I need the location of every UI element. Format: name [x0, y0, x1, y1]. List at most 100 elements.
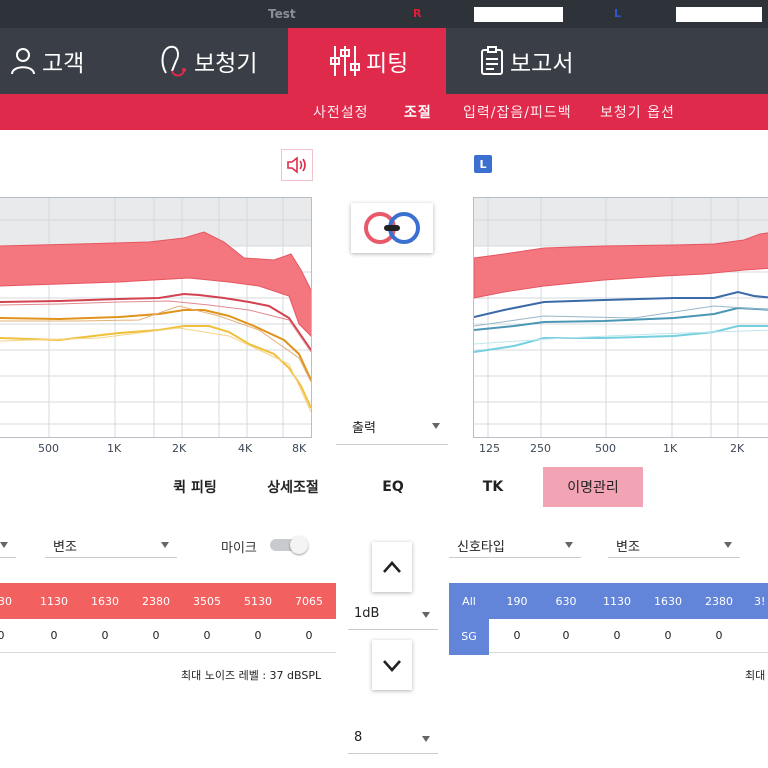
right-freq-cell: 2380 — [142, 595, 170, 608]
right-freq-header: 30 1130 1630 2380 3505 5130 7065 — [0, 583, 336, 619]
increase-button[interactable] — [372, 542, 412, 592]
channel-select-value: 8 — [354, 730, 363, 745]
left-value-row: SG 0 0 0 0 0 — [449, 619, 768, 655]
left-value-cell[interactable]: 0 — [562, 629, 570, 642]
left-ear-badge: L — [474, 155, 492, 173]
left-device-field — [676, 7, 762, 22]
chevron-down-icon — [432, 423, 440, 429]
right-device-field — [474, 7, 563, 22]
top-status-bar: Test R L — [0, 0, 768, 28]
left-ear-gain-chart — [473, 197, 768, 438]
right-value-cell[interactable]: 0 — [254, 629, 262, 642]
left-value-cell[interactable]: 0 — [715, 629, 723, 642]
subnav-adjust[interactable]: 조절 — [404, 105, 432, 121]
left-value-cell[interactable]: 0 — [513, 629, 521, 642]
right-freq-cell: 3505 — [193, 595, 221, 608]
nav-client[interactable]: 고객 — [10, 28, 110, 94]
left-freq-header: All 190 630 1130 1630 2380 3! — [449, 583, 768, 619]
tab-eq[interactable]: EQ — [382, 479, 404, 495]
subnav-hearing-aid-options[interactable]: 보청기 옵션 — [600, 105, 675, 121]
left-freq-cell: 630 — [555, 595, 577, 608]
left-modulation-select[interactable]: 변조 — [608, 536, 740, 558]
tab-quick-fitting[interactable]: 퀵 피팅 — [173, 480, 217, 496]
speaker-button[interactable] — [281, 149, 313, 181]
right-tick-500: 500 — [38, 442, 59, 455]
chevron-down-icon — [724, 542, 732, 548]
right-max-noise-level: 최대 노이즈 레벨 : 37 dBSPL — [181, 669, 322, 682]
right-value-row: 0 0 0 0 0 0 0 — [0, 619, 336, 653]
right-ear-label: R — [413, 7, 422, 20]
right-freq-cell: 7065 — [295, 595, 323, 608]
chevron-down-icon — [0, 542, 8, 548]
right-freq-cell: 30 — [0, 595, 12, 608]
tab-tinnitus[interactable]: 이명관리 — [543, 467, 643, 507]
left-freq-cell: 3! — [754, 595, 766, 608]
decrease-button[interactable] — [372, 640, 412, 690]
chevron-down-icon — [422, 736, 430, 742]
nav-report[interactable]: 보고서 — [480, 28, 600, 94]
main-navigation: 고객 보청기 피팅 — [0, 28, 768, 94]
right-value-cell[interactable]: 0 — [101, 629, 109, 642]
sliders-icon — [330, 46, 360, 76]
nav-fitting-label: 피팅 — [366, 51, 409, 77]
sub-navigation: 사전설정 조절 입력/잡음/피드백 보청기 옵션 — [0, 94, 768, 130]
chevron-down-icon — [383, 660, 401, 672]
mic-label: 마이크 — [221, 541, 257, 556]
subnav-input-noise-feedback[interactable]: 입력/잡음/피드백 — [463, 105, 572, 121]
right-freq-cell: 1130 — [40, 595, 68, 608]
left-freq-cell: 1630 — [654, 595, 682, 608]
left-freq-cell: 2380 — [705, 595, 733, 608]
report-icon — [481, 46, 503, 75]
right-tick-1k: 1K — [107, 442, 122, 455]
right-ear-gain-chart — [0, 197, 312, 438]
person-icon — [11, 48, 35, 75]
link-icon — [364, 212, 420, 244]
left-signal-type-value: 신호타입 — [457, 540, 505, 555]
left-signal-type-select[interactable]: 신호타입 — [449, 536, 581, 558]
nav-client-label: 고객 — [42, 51, 85, 77]
left-freq-cell: 1130 — [603, 595, 631, 608]
left-all-button[interactable]: All — [462, 595, 476, 608]
left-freq-cell: 190 — [506, 595, 528, 608]
nav-hearing-aid-label: 보청기 — [194, 51, 258, 77]
link-ears-button[interactable] — [351, 203, 433, 253]
subnav-preset[interactable]: 사전설정 — [313, 105, 369, 121]
speaker-icon — [287, 156, 306, 174]
step-select[interactable]: 1dB — [348, 606, 438, 630]
right-value-cell[interactable]: 0 — [203, 629, 211, 642]
right-tick-2k: 2K — [172, 442, 187, 455]
left-value-cell[interactable]: 0 — [664, 629, 672, 642]
mic-toggle[interactable] — [270, 536, 310, 554]
right-tick-8k: 8K — [292, 442, 307, 455]
left-tick-500: 500 — [595, 442, 616, 455]
left-modulation-value: 변조 — [616, 540, 640, 555]
chevron-down-icon — [161, 542, 169, 548]
chevron-up-icon — [383, 561, 401, 573]
tab-tk[interactable]: TK — [482, 479, 504, 495]
right-value-cell[interactable]: 0 — [0, 629, 5, 642]
right-modulation-select[interactable]: 변조 — [45, 536, 177, 558]
left-tick-250: 250 — [530, 442, 551, 455]
mic-toggle-knob — [290, 536, 308, 554]
left-sg-button[interactable]: SG — [449, 619, 489, 655]
nav-fitting[interactable]: 피팅 — [288, 28, 446, 94]
left-tick-125: 125 — [479, 442, 500, 455]
right-signal-select[interactable] — [0, 536, 16, 558]
channel-select[interactable]: 8 — [348, 730, 438, 754]
left-sg-label: SG — [461, 630, 477, 643]
left-max-noise-level: 최대 — [745, 669, 766, 682]
output-select[interactable]: 출력 — [336, 417, 448, 445]
right-value-cell[interactable]: 0 — [50, 629, 58, 642]
right-tick-4k: 4K — [238, 442, 253, 455]
left-ear-label: L — [614, 7, 622, 20]
tab-fine-tuning[interactable]: 상세조절 — [267, 480, 319, 496]
left-value-cell[interactable]: 0 — [613, 629, 621, 642]
right-value-cell[interactable]: 0 — [305, 629, 313, 642]
right-freq-cell: 1630 — [91, 595, 119, 608]
chevron-down-icon — [422, 612, 430, 618]
left-tick-2k: 2K — [730, 442, 745, 455]
user-name: Test — [268, 7, 296, 21]
step-select-value: 1dB — [354, 606, 380, 621]
right-value-cell[interactable]: 0 — [152, 629, 160, 642]
nav-hearing-aid[interactable]: 보청기 — [158, 28, 278, 94]
